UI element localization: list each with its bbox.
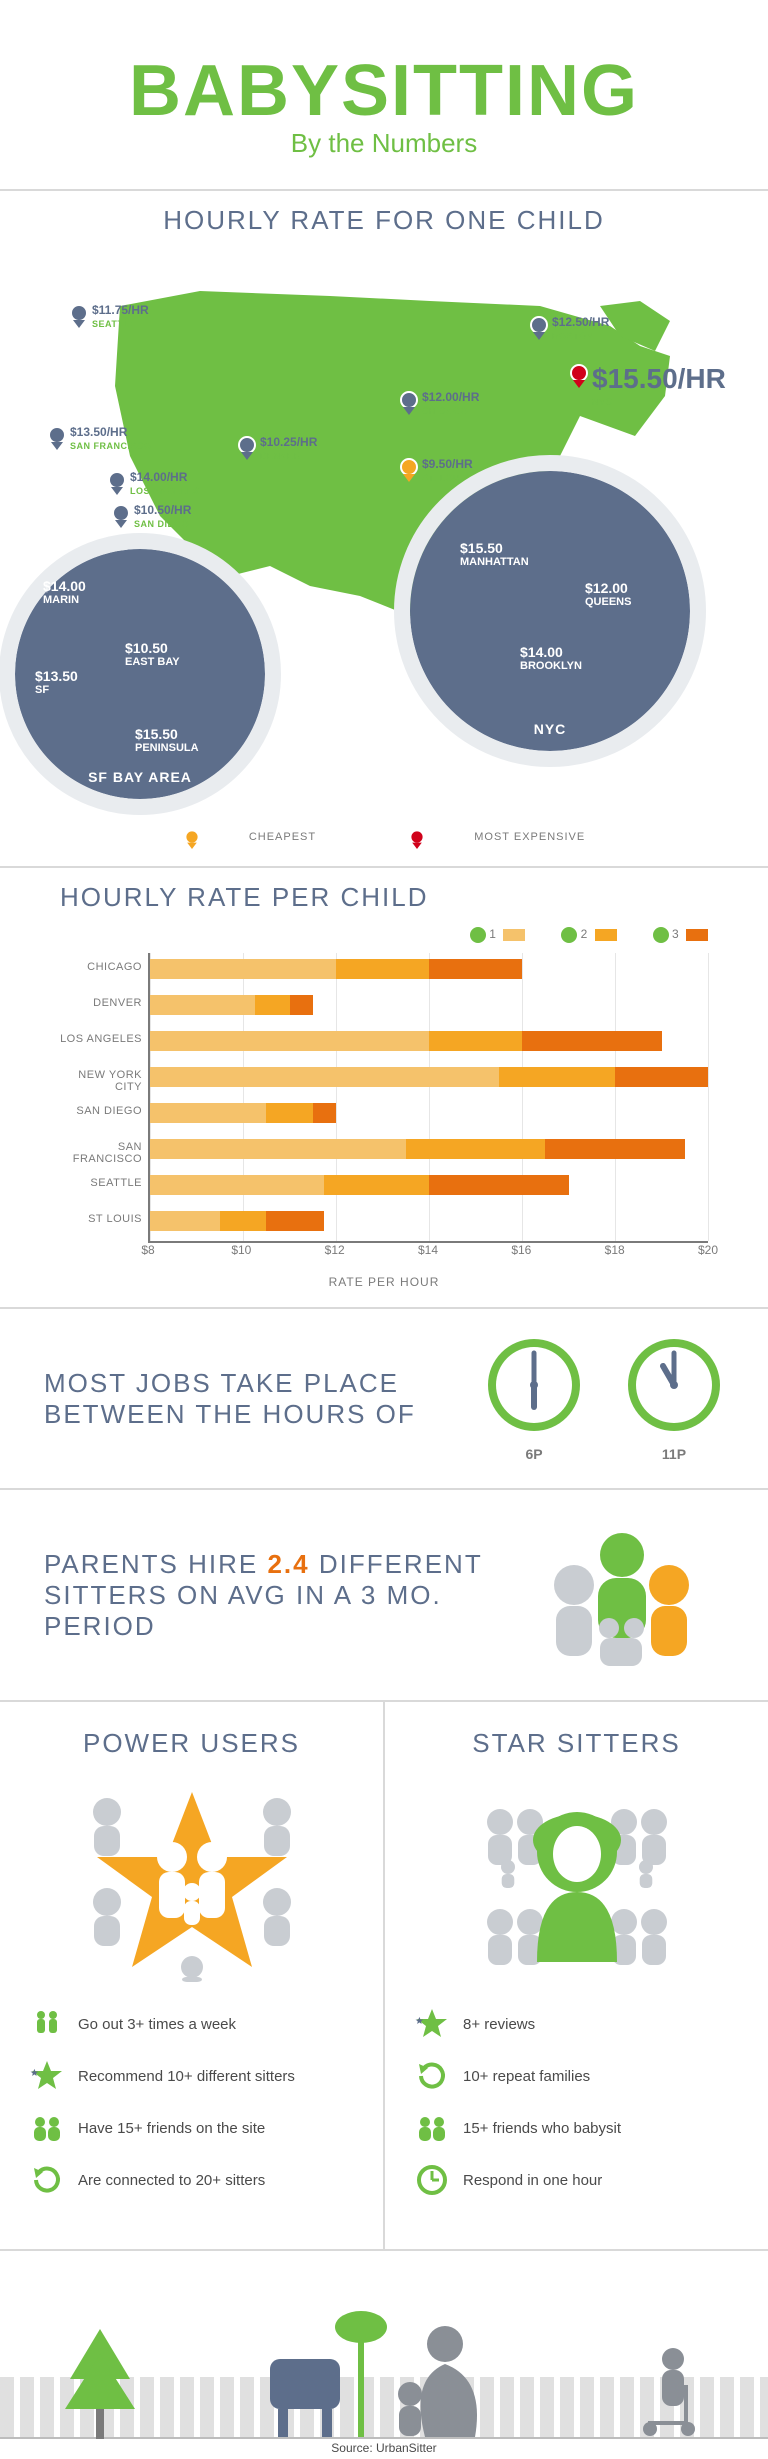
star-sitters-col: STAR SITTERS xyxy=(383,1702,768,2249)
clock-icon: 6P xyxy=(484,1335,584,1462)
bar-row: LOS ANGELES xyxy=(150,1025,708,1061)
map-label: $10.50/HRSAN DIEGO xyxy=(112,504,191,530)
group-icon xyxy=(415,2111,449,2145)
hours-section: MOST JOBS TAKE PLACE BETWEEN THE HOURS O… xyxy=(0,1307,768,1488)
bullet-item: Are connected to 20+ sitters xyxy=(30,2163,353,2197)
sitters-illustration xyxy=(514,1520,724,1670)
hire-stat-section: PARENTS HIRE 2.4 DIFFERENT SITTERS ON AV… xyxy=(0,1488,768,1700)
power-users-art xyxy=(30,1777,353,1987)
bullet-item: Go out 3+ times a week xyxy=(30,2007,353,2041)
bar-row: SAN FRANCISCO xyxy=(150,1133,708,1169)
bar-row: DENVER xyxy=(150,989,708,1025)
barchart: 1 2 3 CHICAGODENVERLOS ANGELESNEW YORK C… xyxy=(0,923,768,1307)
map-section: $11.75/HRSEATTLE $13.50/HRSAN FRANCISCO … xyxy=(0,246,768,866)
source-credit: Source: UrbanSitter xyxy=(0,2441,768,2455)
group-icon xyxy=(30,2111,64,2145)
inset-nyc: $15.50MANHATTAN$12.00QUEENS$14.00BROOKLY… xyxy=(410,471,690,751)
bullet-item: 8+ reviews xyxy=(415,2007,738,2041)
inset-sf: $14.00MARIN$13.50SF$10.50EAST BAY$15.50P… xyxy=(15,549,265,799)
scooter-icon xyxy=(638,2329,708,2439)
map-label: $11.75/HRSEATTLE xyxy=(70,304,149,330)
map-label: $10.25/HRDENVER xyxy=(238,436,317,462)
bar-row: SEATTLE xyxy=(150,1169,708,1205)
star-sitters-title: STAR SITTERS xyxy=(415,1728,738,1759)
subtitle: By the Numbers xyxy=(40,128,728,159)
map-label: $12.00/HRCHICAGO xyxy=(400,391,479,417)
header: BABYSITTING By the Numbers xyxy=(0,0,768,189)
bar-row: ST LOUIS xyxy=(150,1205,708,1241)
bar-row: NEW YORK CITY xyxy=(150,1061,708,1097)
main-title: BABYSITTING xyxy=(40,50,728,132)
dance-icon xyxy=(30,2007,64,2041)
clock-icon: 11P xyxy=(624,1335,724,1462)
refresh-icon xyxy=(415,2059,449,2093)
clock-icon xyxy=(415,2163,449,2197)
bullet-item: Respond in one hour xyxy=(415,2163,738,2197)
map-legend: CHEAPEST MOST EXPENSIVE xyxy=(0,828,768,846)
heading-barchart: HOURLY RATE PER CHILD xyxy=(0,866,768,923)
map-label: $13.50/HRSAN FRANCISCO xyxy=(48,426,152,452)
mom-child-icon xyxy=(260,2289,520,2439)
heading-map: HOURLY RATE FOR ONE CHILD xyxy=(0,189,768,246)
bullet-item: Recommend 10+ different sitters xyxy=(30,2059,353,2093)
two-columns: POWER USERS xyxy=(0,1700,768,2249)
barchart-legend: 1 2 3 xyxy=(60,927,708,953)
power-users-col: POWER USERS xyxy=(0,1702,383,2249)
bar-row: CHICAGO xyxy=(150,953,708,989)
bullet-item: 15+ friends who babysit xyxy=(415,2111,738,2145)
map-label: $9.50/HRST. LOUIS xyxy=(400,458,473,484)
map-label: $15.50/HRNYC xyxy=(570,364,726,408)
tree-icon xyxy=(60,2329,140,2439)
legend-cheapest: CHEAPEST xyxy=(249,831,316,843)
power-users-title: POWER USERS xyxy=(30,1728,353,1759)
bullet-item: Have 15+ friends on the site xyxy=(30,2111,353,2145)
map-label: $12.50/HRBOSTON xyxy=(530,316,609,342)
hours-text: MOST JOBS TAKE PLACE BETWEEN THE HOURS O… xyxy=(44,1368,484,1430)
stars-icon xyxy=(30,2059,64,2093)
refresh-icon xyxy=(30,2163,64,2197)
x-axis-title: RATE PER HOUR xyxy=(60,1275,708,1289)
map-label: $14.00/HRLOS ANGELES xyxy=(108,471,200,497)
infographic-poster: BABYSITTING By the Numbers HOURLY RATE F… xyxy=(0,0,768,2459)
footer-scene: Source: UrbanSitter xyxy=(0,2249,768,2459)
legend-expensive: MOST EXPENSIVE xyxy=(474,831,585,843)
bullet-item: 10+ repeat families xyxy=(415,2059,738,2093)
stars-icon xyxy=(415,2007,449,2041)
star-sitters-art xyxy=(415,1777,738,1987)
bar-row: SAN DIEGO xyxy=(150,1097,708,1133)
hire-text: PARENTS HIRE 2.4 DIFFERENT SITTERS ON AV… xyxy=(44,1549,514,1642)
